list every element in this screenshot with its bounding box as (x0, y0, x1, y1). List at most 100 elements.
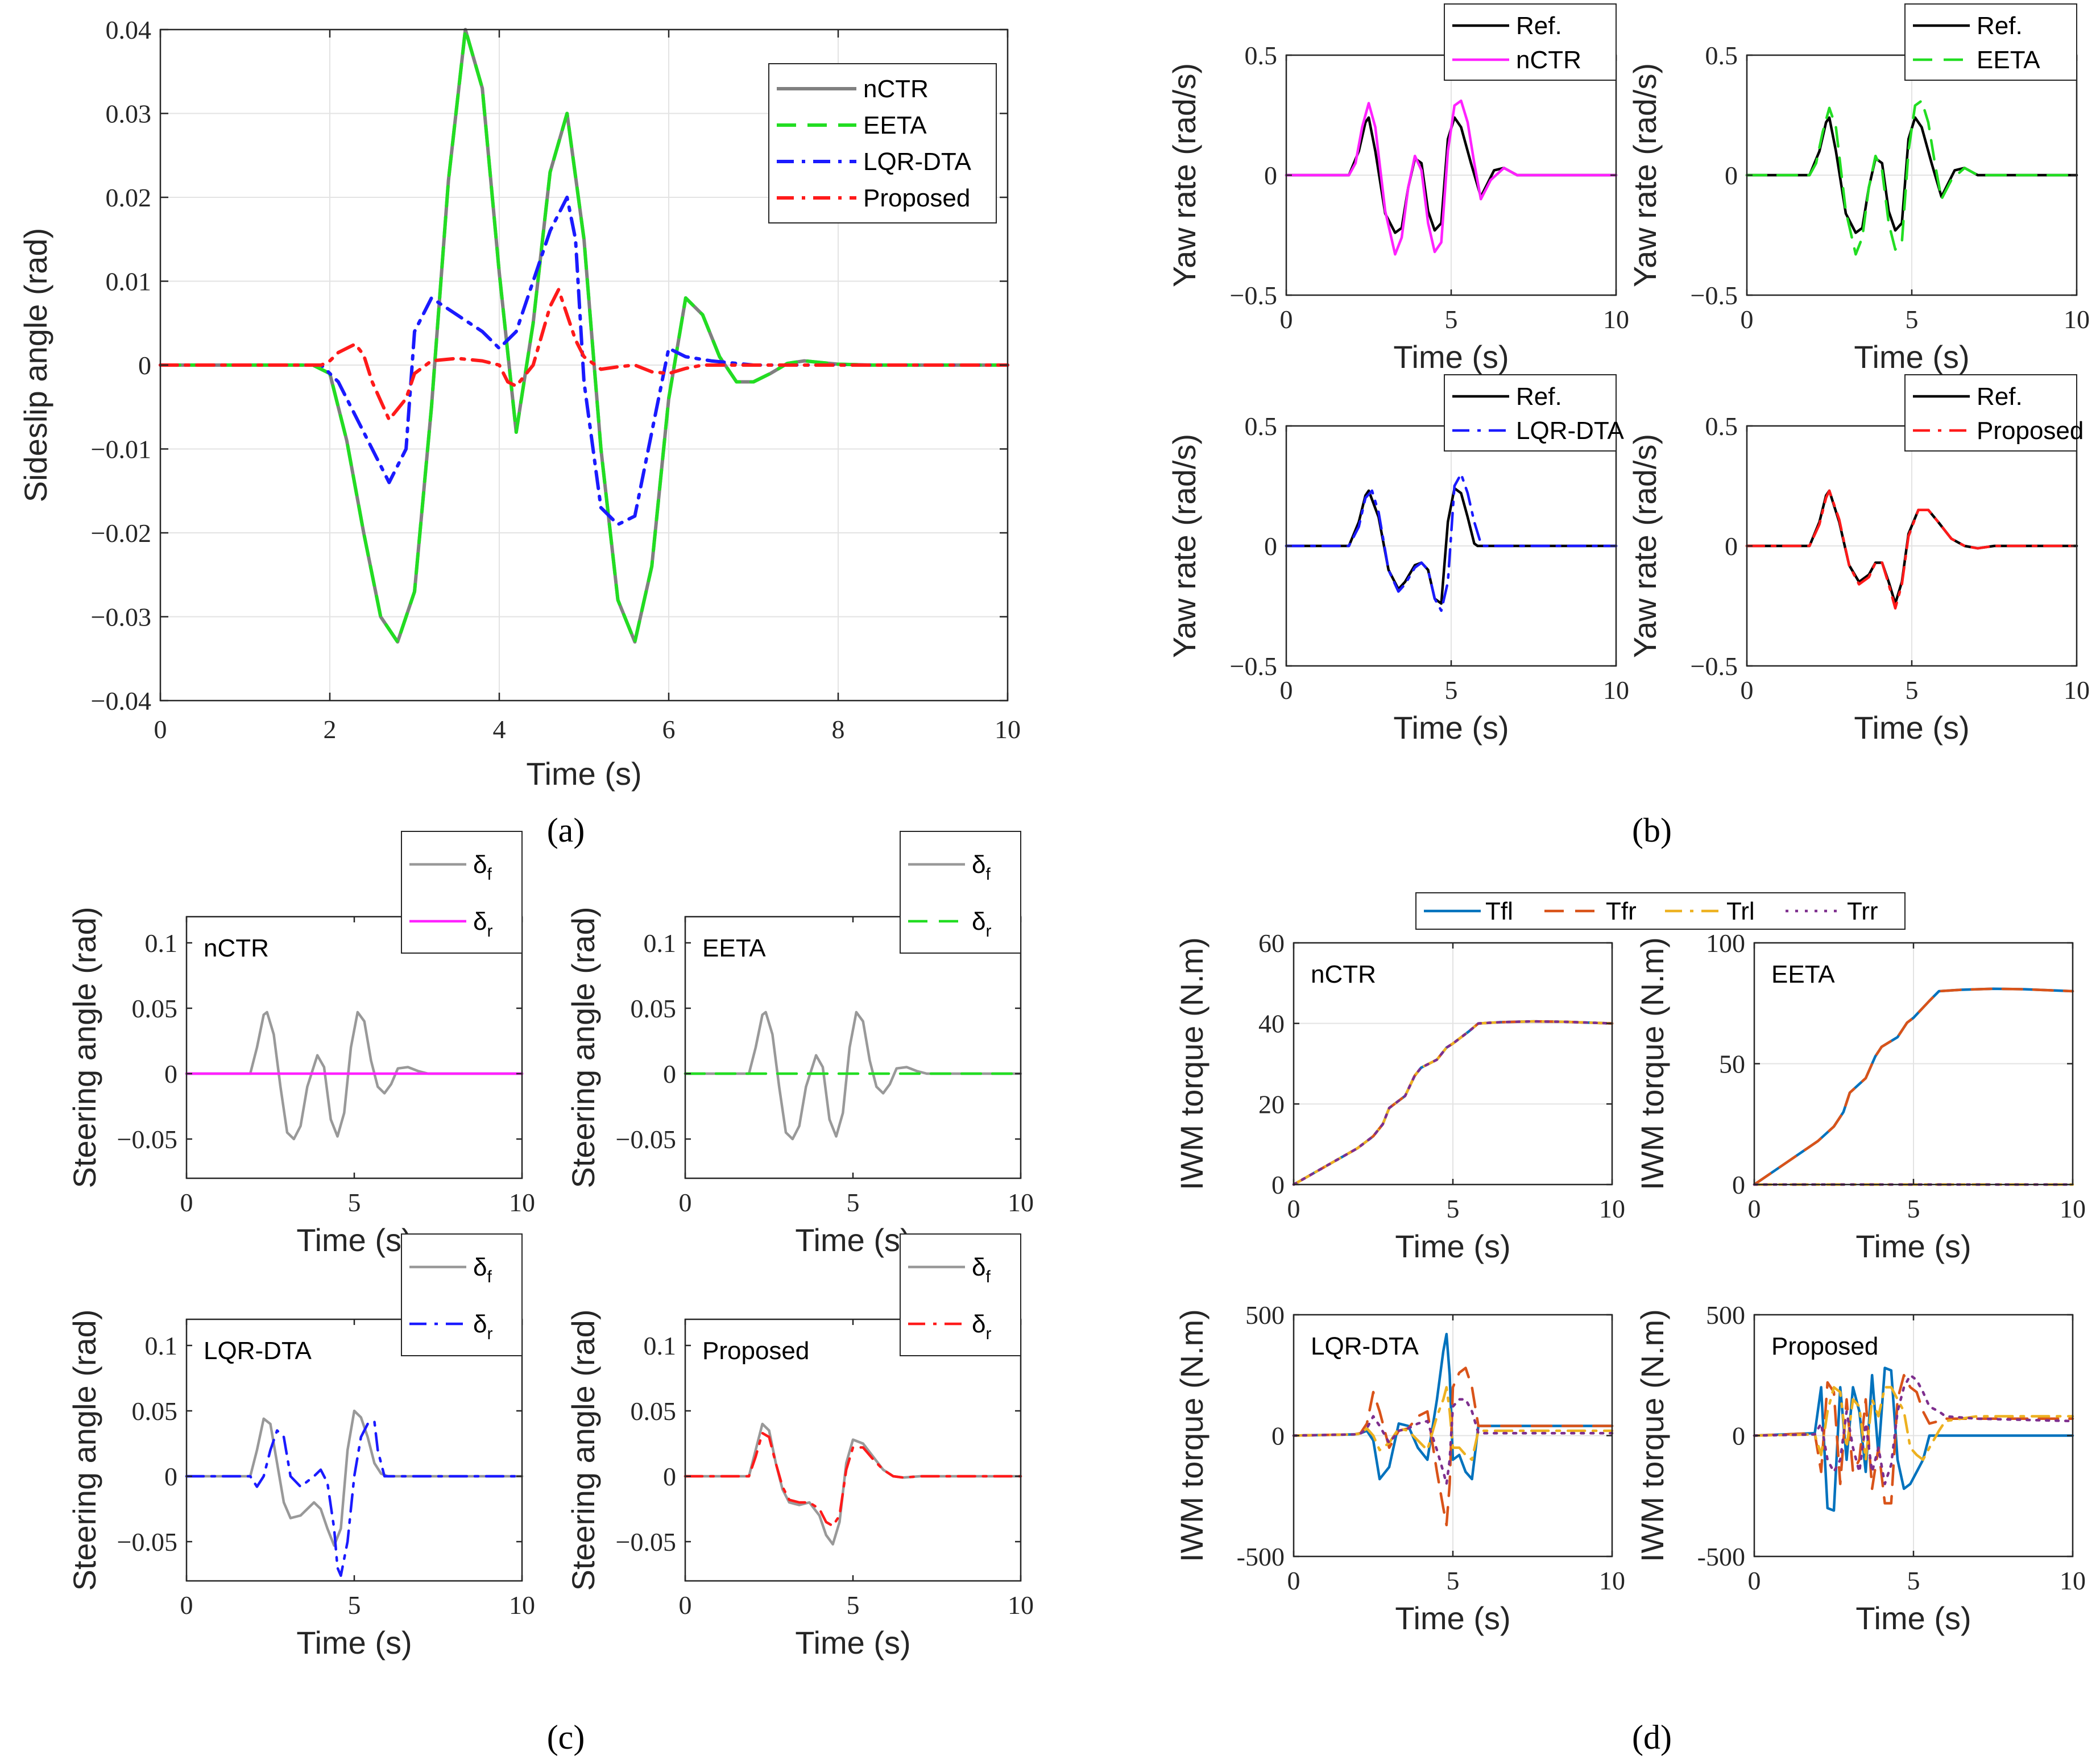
y-tick-label: −0.05 (616, 1125, 676, 1154)
x-axis-label: Time (s) (1854, 710, 1969, 746)
x-axis-label: Time (s) (1395, 1228, 1510, 1264)
x-tick-label: 0 (1280, 305, 1293, 334)
y-axis-label: Steering angle (rad) (565, 907, 601, 1189)
plot-annotation: Proposed (1771, 1332, 1878, 1360)
series-line---f (684, 1011, 1022, 1141)
y-tick-label: 0 (1271, 1170, 1285, 1199)
legend: Ref. nCTR (1444, 3, 1617, 81)
legend-box (1904, 374, 2077, 452)
y-tick-label: 0 (164, 1462, 177, 1491)
x-axis-label: Time (s) (1393, 339, 1509, 375)
series-line-eeta (159, 28, 1009, 644)
x-tick-label: 5 (348, 1188, 361, 1217)
series-line-proposed (159, 288, 1009, 421)
x-axis-label: Time (s) (1855, 1228, 1971, 1264)
legend-label: Proposed (863, 184, 970, 212)
panel-label-b: (b) (1632, 811, 1672, 849)
x-tick-label: 5 (847, 1591, 860, 1620)
x-tick-label: 2 (324, 715, 337, 744)
x-tick-label: 10 (995, 715, 1021, 744)
y-tick-label: 60 (1258, 929, 1285, 958)
x-tick-label: 10 (509, 1591, 535, 1620)
chart-c1: 0 5 10 −0.05 0 0.05 0.1 Time (s) Steering angle … (67, 831, 535, 1258)
legend-box (900, 831, 1021, 954)
legend-label: EETA (1977, 46, 2040, 74)
y-tick-label: 0.05 (631, 994, 677, 1023)
y-axis-label: Steering angle (rad) (67, 907, 102, 1189)
legend-box (1904, 3, 2077, 81)
legend: Ref. LQR-DTA (1444, 374, 1625, 452)
series-line-proposed (1745, 489, 2078, 610)
legend-box (401, 1233, 523, 1356)
legend-subscript: f (986, 1268, 991, 1286)
plot-annotation: EETA (1771, 960, 1835, 988)
legend-label: EETA (863, 111, 927, 139)
y-tick-label: −0.04 (91, 686, 151, 715)
x-tick-label: 5 (1907, 1566, 1920, 1595)
plot-annotation: EETA (702, 934, 766, 962)
legend-subscript: f (487, 865, 492, 884)
x-tick-label: 10 (1599, 1194, 1625, 1223)
plot-area-c2 (685, 917, 1021, 1178)
plot-area-c1 (187, 917, 522, 1178)
y-axis-label: Steering angle (rad) (565, 1310, 601, 1591)
y-tick-label: −0.5 (1230, 652, 1277, 681)
legend-label: Proposed (1977, 417, 2084, 445)
x-tick-label: 0 (679, 1188, 692, 1217)
series-line---r (684, 1431, 1022, 1527)
x-axis-label: Time (s) (1855, 1600, 1971, 1636)
plot-annotation: LQR-DTA (1311, 1332, 1419, 1360)
legend-box (900, 1233, 1021, 1356)
y-tick-label: −0.01 (91, 435, 151, 464)
series-line---f (185, 1011, 524, 1141)
y-tick-label: 0.1 (644, 1331, 677, 1360)
x-tick-label: 5 (1906, 676, 1919, 705)
y-tick-label: −0.5 (1691, 281, 1738, 310)
x-tick-label: 5 (1906, 305, 1919, 334)
x-tick-label: 10 (1603, 305, 1629, 334)
x-tick-label: 5 (1907, 1194, 1920, 1223)
series-line-eeta (1745, 99, 2078, 256)
y-tick-label: 100 (1706, 929, 1745, 958)
y-tick-label: 0 (138, 351, 151, 380)
y-axis-label: Yaw rate (rad/s) (1627, 63, 1663, 287)
plot-area-c3 (187, 1319, 522, 1581)
series-line-tfr (1753, 987, 2074, 1186)
panel-label-c: (c) (547, 1719, 585, 1756)
y-tick-label: 0.1 (145, 1331, 178, 1360)
legend-box (401, 831, 523, 954)
y-tick-label: 0.5 (1705, 41, 1738, 70)
y-tick-label: -500 (1237, 1542, 1285, 1571)
x-tick-label: 5 (1447, 1194, 1460, 1223)
legend-box (1444, 374, 1617, 452)
series-line-lqr-dta (159, 196, 1009, 527)
y-tick-label: 500 (1706, 1301, 1745, 1330)
y-tick-label: 0 (663, 1462, 676, 1491)
y-tick-label: 500 (1245, 1301, 1285, 1330)
x-tick-label: 0 (154, 715, 167, 744)
y-tick-label: 0.1 (145, 929, 178, 958)
x-tick-label: 10 (509, 1188, 535, 1217)
y-tick-label: 0 (1264, 532, 1277, 561)
x-tick-label: 10 (2060, 1566, 2086, 1595)
x-tick-label: 0 (1741, 676, 1754, 705)
y-tick-label: −0.05 (117, 1125, 177, 1154)
legend-subscript: r (986, 1324, 992, 1343)
legend-label: δf (473, 1253, 492, 1286)
y-tick-label: −0.02 (91, 519, 151, 548)
x-tick-label: 6 (662, 715, 676, 744)
y-tick-label: 0 (1725, 532, 1738, 561)
y-tick-label: −0.05 (117, 1527, 177, 1556)
y-axis-label: Yaw rate (rad/s) (1166, 63, 1202, 287)
x-tick-label: 0 (180, 1591, 193, 1620)
series-line-ref- (1285, 116, 1618, 234)
plot-annotation: nCTR (204, 934, 269, 962)
series-line-nctr (1285, 99, 1618, 256)
